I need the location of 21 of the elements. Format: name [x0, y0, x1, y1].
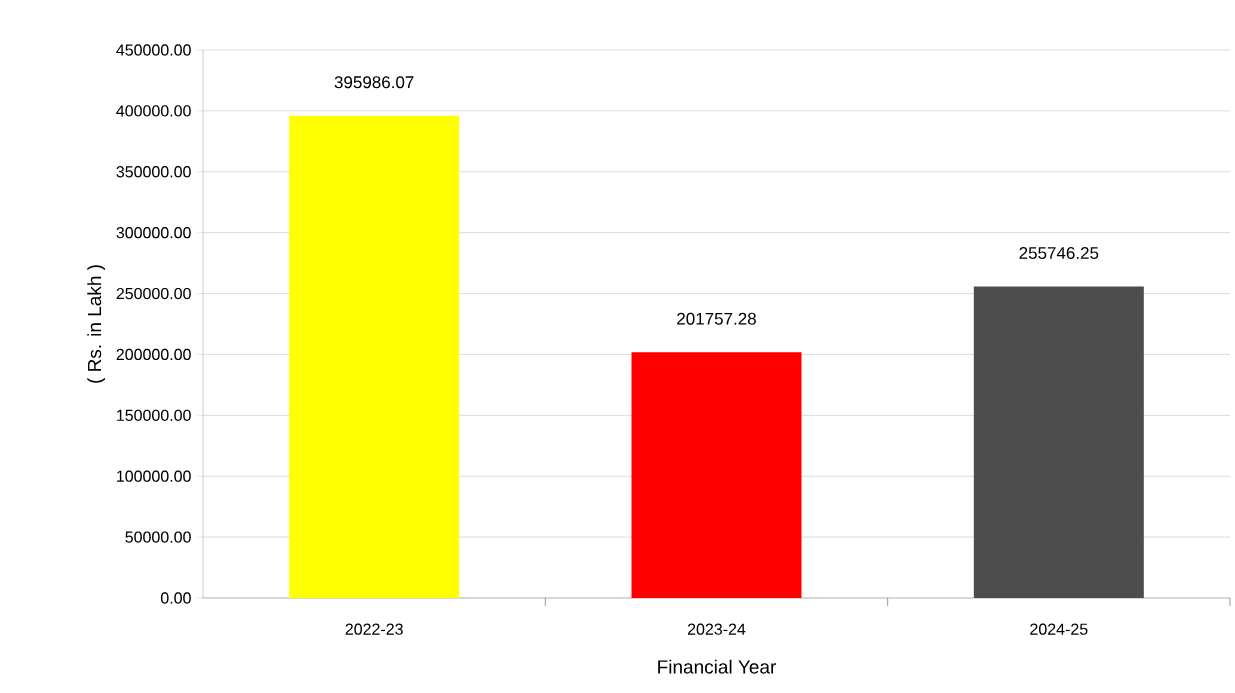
y-tick-label: 150000.00: [117, 409, 191, 421]
y-tick-label: 400000.00: [116, 105, 191, 117]
y-tick-label: 100000.00: [117, 470, 191, 482]
y-tick-label: 250000.00: [116, 287, 191, 300]
x-tick-label: 2022-23: [345, 623, 403, 635]
bar: [289, 115, 460, 598]
y-tick-label: 350000.00: [116, 166, 191, 178]
x-axis-title: Financial Year: [658, 659, 777, 674]
data-label: 201757.28: [677, 312, 756, 325]
x-tick-label: 2023-24: [687, 623, 746, 635]
y-tick-label: 300000.00: [116, 227, 191, 239]
y-axis-title: ( Rs. in Lakh ): [87, 265, 105, 383]
data-label: 255746.25: [1019, 246, 1099, 260]
y-tick-label: 200000.00: [116, 348, 191, 361]
bar: [973, 286, 1144, 598]
x-tick-label: 2024-25: [1030, 623, 1088, 635]
y-tick-label: 0.00: [160, 592, 191, 604]
y-tick-label: 450000.00: [116, 44, 191, 56]
y-tick-label: 50000.00: [125, 531, 191, 543]
data-label: 395986.07: [334, 76, 414, 89]
bar: [631, 352, 802, 598]
